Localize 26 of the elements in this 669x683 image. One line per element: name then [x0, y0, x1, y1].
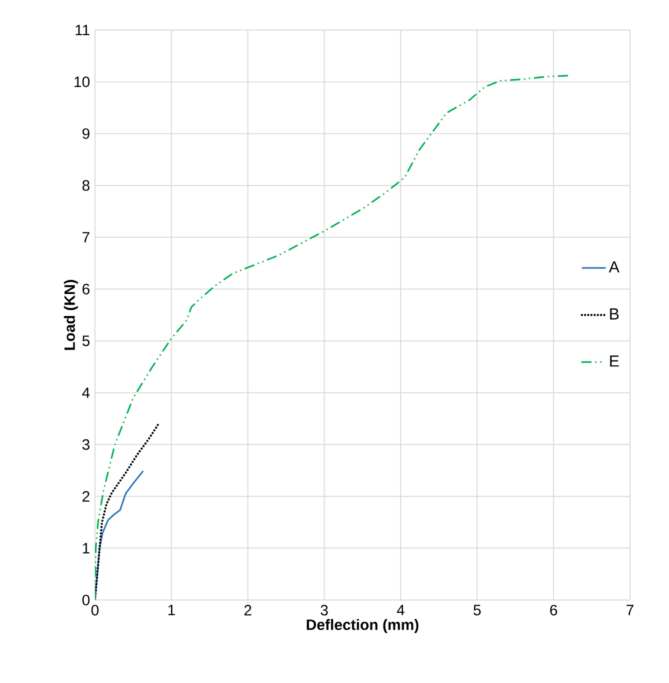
y-tick-label: 3 — [82, 439, 90, 450]
y-tick-label: 8 — [82, 180, 90, 191]
y-tick-label: 5 — [82, 336, 90, 346]
y-axis-title: Load (KN) — [64, 280, 78, 350]
y-tick-label: 10 — [74, 76, 90, 88]
legend-label: B — [610, 308, 619, 320]
y-tick-label: 0 — [82, 594, 90, 606]
x-tick-label: 4 — [396, 604, 404, 616]
y-tick-label: 4 — [82, 388, 90, 398]
x-axis-title: Deflection (mm) — [306, 619, 418, 633]
x-tick-label: 6 — [550, 604, 558, 616]
y-tick-label: 7 — [82, 232, 90, 242]
y-tick-label: 1 — [82, 543, 90, 554]
x-tick-label: 3 — [320, 604, 328, 616]
x-tick-label: 1 — [168, 604, 175, 616]
legend-label: E — [610, 356, 619, 367]
x-tick-label: 5 — [474, 604, 481, 616]
y-tick-label: 9 — [82, 128, 90, 139]
x-tick-label: 0 — [91, 604, 99, 616]
x-tick-label: 7 — [626, 604, 634, 616]
line-series — [95, 74, 570, 600]
y-tick-label: 6 — [82, 284, 90, 294]
y-tick-label: 11 — [76, 24, 90, 36]
legend-label: A — [608, 261, 620, 272]
x-tick-label: 2 — [244, 604, 252, 616]
y-tick-label: 2 — [82, 491, 90, 502]
